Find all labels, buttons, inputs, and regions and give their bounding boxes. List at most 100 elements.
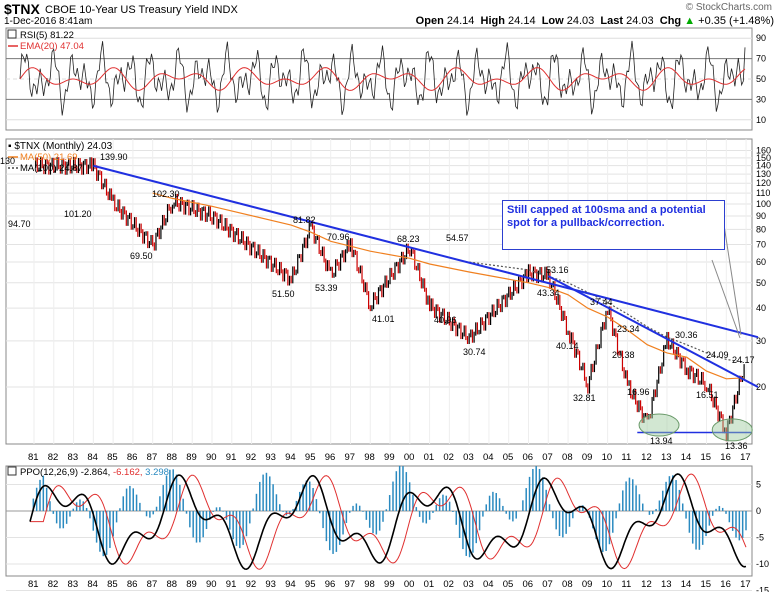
x-axis-label: 00 <box>404 579 415 590</box>
low-highlight-ellipse <box>638 413 680 437</box>
rsi-tick-label: 90 <box>756 33 766 43</box>
rsi-legend-swatch <box>7 29 17 39</box>
price-tick-label: 130 <box>756 169 771 179</box>
x-axis-label: 04 <box>483 579 494 590</box>
x-axis-label: 83 <box>68 579 79 590</box>
x-axis-label: 17 <box>740 452 751 463</box>
x-axis-label: 81 <box>28 452 39 463</box>
x-axis-label: 89 <box>186 579 197 590</box>
rsi-label: RSI(5) 81.22 <box>20 30 74 41</box>
price-tick-label: 30 <box>756 336 766 346</box>
x-axis-label: 14 <box>681 579 692 590</box>
x-axis-label: 91 <box>226 579 237 590</box>
price-label: ▪ $TNX (Monthly) 24.03 <box>8 141 113 152</box>
x-axis-label: 16 <box>720 452 731 463</box>
x-axis-label: 94 <box>285 579 296 590</box>
rsi-tick-label: 10 <box>756 115 766 125</box>
price-tick-label: 20 <box>756 382 766 392</box>
low-highlight-ellipse <box>711 418 753 442</box>
ma50-line <box>152 192 745 380</box>
x-axis-label: 88 <box>166 579 177 590</box>
annotation-box: Still capped at 100sma and a potential s… <box>502 200 725 250</box>
rsi-tick-label: 30 <box>756 94 766 104</box>
price-tick-label: 150 <box>756 153 771 163</box>
x-axis-label: 03 <box>463 579 474 590</box>
ma100-line <box>469 261 745 363</box>
price-tick-label: 140 <box>756 161 771 171</box>
price-point-label: 40.14 <box>556 341 579 351</box>
x-axis-label: 08 <box>562 579 573 590</box>
price-tick-label: 40 <box>756 303 766 313</box>
price-point-label: 16.96 <box>627 387 650 397</box>
rsi-ema-line <box>19 67 746 91</box>
x-axis-label: 89 <box>186 452 197 463</box>
chart-header: $TNX CBOE 10-Year US Treasury Yield INDX… <box>0 0 780 28</box>
x-axis-label: 12 <box>641 452 652 463</box>
price-point-label: 94.70 <box>8 219 31 229</box>
x-axis-label: 06 <box>523 579 534 590</box>
lower-trendline <box>547 275 759 388</box>
price-tick-label: 50 <box>756 278 766 288</box>
ppo-tick-label: -15 <box>756 586 769 592</box>
ppo-tick-label: 0 <box>756 506 761 516</box>
price-point-label: 30.36 <box>675 330 698 340</box>
annotation-pointer <box>711 259 741 339</box>
ppo-line <box>29 473 747 571</box>
x-axis-label: 97 <box>344 579 355 590</box>
x-axis-label: 14 <box>681 452 692 463</box>
x-axis-label: 85 <box>107 452 118 463</box>
x-axis-label: 01 <box>424 452 435 463</box>
price-point-label: 101.20 <box>64 209 92 219</box>
price-point-label: 139.90 <box>100 152 128 162</box>
x-axis-label: 15 <box>701 452 712 463</box>
symbol: $TNX <box>4 1 40 17</box>
x-axis-label: 86 <box>127 579 138 590</box>
price-tick-label: 90 <box>756 211 766 221</box>
rsi-tick-label: 50 <box>756 74 766 84</box>
ohlc-readout: Open 24.14 High 24.14 Low 24.03 Last 24.… <box>415 15 774 27</box>
x-axis-label: 99 <box>384 452 395 463</box>
ppo-label: PPO(12,26,9) -2.864, -6.162, 3.298 <box>20 467 169 478</box>
price-point-label: 24.17 <box>732 355 755 365</box>
x-axis-label: 85 <box>107 579 118 590</box>
edge-value-label: 130 <box>0 156 15 166</box>
x-axis-label: 98 <box>364 452 375 463</box>
price-point-label: 81.82 <box>293 215 316 225</box>
x-axis-label: 92 <box>246 452 257 463</box>
x-axis-label: 88 <box>166 452 177 463</box>
x-axis-label: 82 <box>48 452 59 463</box>
x-axis-label: 09 <box>582 579 593 590</box>
price-tick-label: 80 <box>756 224 766 234</box>
x-axis-label: 87 <box>147 452 158 463</box>
ema-label: EMA(20) 47.04 <box>20 41 84 52</box>
x-axis-label: 83 <box>68 452 79 463</box>
x-axis-label: 97 <box>344 452 355 463</box>
x-axis-label: 98 <box>364 579 375 590</box>
watermark: © StockCharts.com <box>685 2 772 13</box>
x-axis-label: 94 <box>285 452 296 463</box>
price-point-label: 23.34 <box>617 324 640 334</box>
x-axis-label: 91 <box>226 452 237 463</box>
price-point-label: 20.38 <box>612 350 635 360</box>
x-axis-label: 87 <box>147 579 158 590</box>
x-axis-label: 99 <box>384 579 395 590</box>
x-axis-label: 16 <box>720 579 731 590</box>
up-triangle-icon: ▲ <box>684 15 696 27</box>
x-axis-label: 84 <box>87 579 98 590</box>
x-axis-label: 02 <box>443 579 454 590</box>
price-point-label: 69.50 <box>130 251 153 261</box>
x-axis-label: 17 <box>740 579 751 590</box>
x-axis-label: 11 <box>621 579 631 590</box>
price-point-label: 54.57 <box>446 233 469 243</box>
price-point-label: 70.96 <box>327 232 350 242</box>
x-axis-label: 07 <box>542 579 553 590</box>
ppo-tick-label: -10 <box>756 559 769 569</box>
x-axis-label: 04 <box>483 452 494 463</box>
x-axis-label: 84 <box>87 452 98 463</box>
upper-trendline <box>93 164 759 339</box>
x-axis-label: 13 <box>661 579 672 590</box>
x-axis-label: 95 <box>305 452 316 463</box>
x-axis-label: 09 <box>582 452 593 463</box>
price-point-label: 43.34 <box>537 288 560 298</box>
